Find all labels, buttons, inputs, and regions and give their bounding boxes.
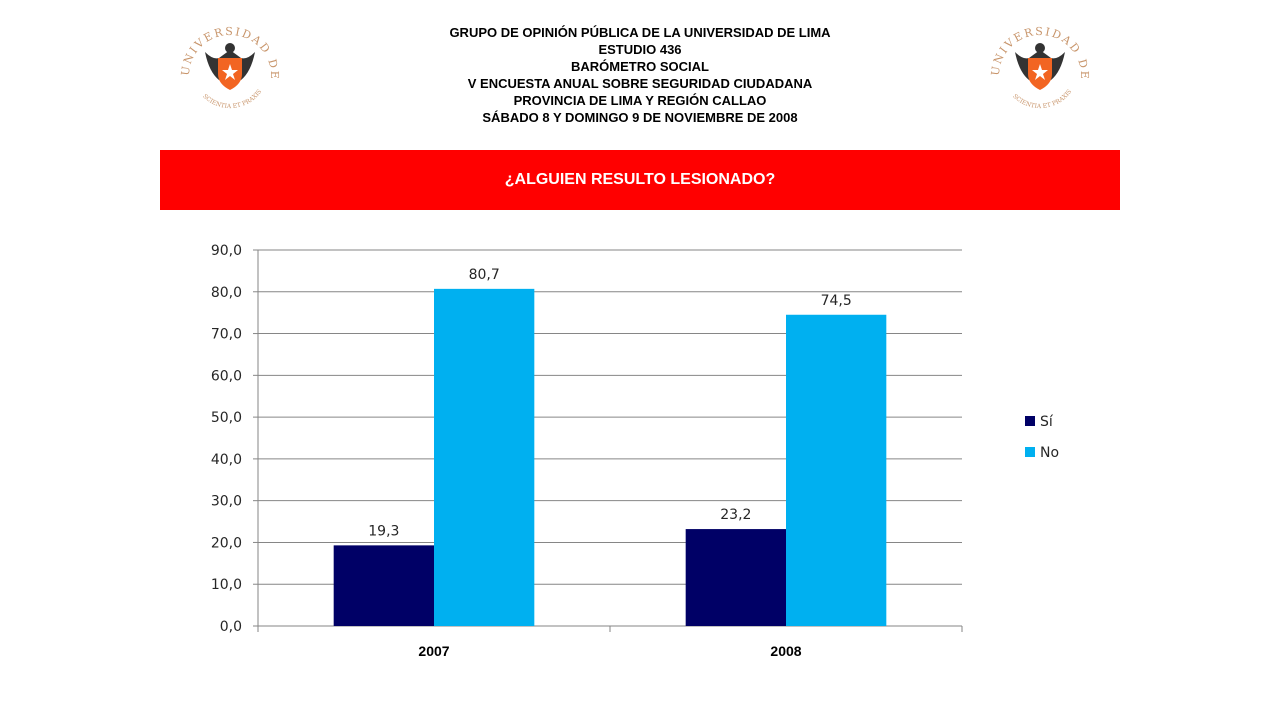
x-category-label: 2008 xyxy=(770,643,801,659)
header-line-4: V ENCUESTA ANUAL SOBRE SEGURIDAD CIUDADA… xyxy=(467,76,813,91)
bar-no xyxy=(434,288,535,626)
survey-header: GRUPO DE OPINIÓN PÚBLICA DE LA UNIVERSID… xyxy=(300,24,980,126)
header-line-1: GRUPO DE OPINIÓN PÚBLICA DE LA UNIVERSID… xyxy=(449,25,831,40)
y-tick-label: 30,0 xyxy=(211,494,242,510)
y-tick-label: 10,0 xyxy=(211,577,242,593)
data-label: 74,5 xyxy=(821,293,852,309)
header-line-5: PROVINCIA DE LIMA Y REGIÓN CALLAO xyxy=(513,93,767,108)
bar-no xyxy=(786,314,887,626)
data-label: 19,3 xyxy=(368,523,399,539)
bar-sí xyxy=(685,529,786,626)
question-banner: ¿ALGUIEN RESULTO LESIONADO? xyxy=(160,150,1120,210)
legend-swatch xyxy=(1025,447,1035,457)
y-tick-label: 90,0 xyxy=(211,243,242,259)
question-title: ¿ALGUIEN RESULTO LESIONADO? xyxy=(504,171,776,188)
legend-label: No xyxy=(1040,445,1059,461)
eagle-shield-icon xyxy=(1015,43,1065,90)
header-line-3: BARÓMETRO SOCIAL xyxy=(571,59,709,74)
eagle-shield-icon xyxy=(205,43,255,90)
y-tick-label: 60,0 xyxy=(211,368,242,384)
y-tick-label: 0,0 xyxy=(220,619,242,635)
y-tick-label: 20,0 xyxy=(211,535,242,551)
y-tick-label: 40,0 xyxy=(211,452,242,468)
legend-label: Sí xyxy=(1040,414,1054,430)
y-tick-label: 80,0 xyxy=(211,285,242,301)
header-line-6: SÁBADO 8 Y DOMINGO 9 DE NOVIEMBRE DE 200… xyxy=(482,110,798,125)
y-tick-label: 70,0 xyxy=(211,327,242,343)
header-line-2: ESTUDIO 436 xyxy=(598,42,682,57)
y-tick-label: 50,0 xyxy=(211,410,242,426)
x-category-label: 2007 xyxy=(418,643,449,659)
university-logo-right: UNIVERSIDAD DE LIMA SCIENTIA ET PRAXIS xyxy=(978,4,1095,124)
university-logo-left: UNIVERSIDAD DE LIMA SCIENTIA ET PRAXIS xyxy=(168,4,285,124)
bar-sí xyxy=(333,545,434,626)
data-label: 80,7 xyxy=(469,267,500,283)
legend-swatch xyxy=(1025,416,1035,426)
data-label: 23,2 xyxy=(720,507,751,523)
